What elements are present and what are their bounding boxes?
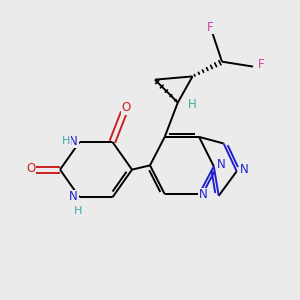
Text: F: F — [258, 58, 265, 71]
Text: N: N — [199, 188, 207, 201]
Text: H: H — [188, 98, 197, 111]
Text: N: N — [239, 163, 248, 176]
Text: F: F — [207, 21, 214, 34]
Text: N: N — [69, 190, 78, 203]
Text: H: H — [62, 136, 70, 146]
Text: N: N — [217, 158, 225, 171]
Text: O: O — [26, 163, 35, 176]
Text: O: O — [122, 101, 131, 114]
Text: N: N — [69, 135, 78, 148]
Text: H: H — [74, 206, 82, 216]
